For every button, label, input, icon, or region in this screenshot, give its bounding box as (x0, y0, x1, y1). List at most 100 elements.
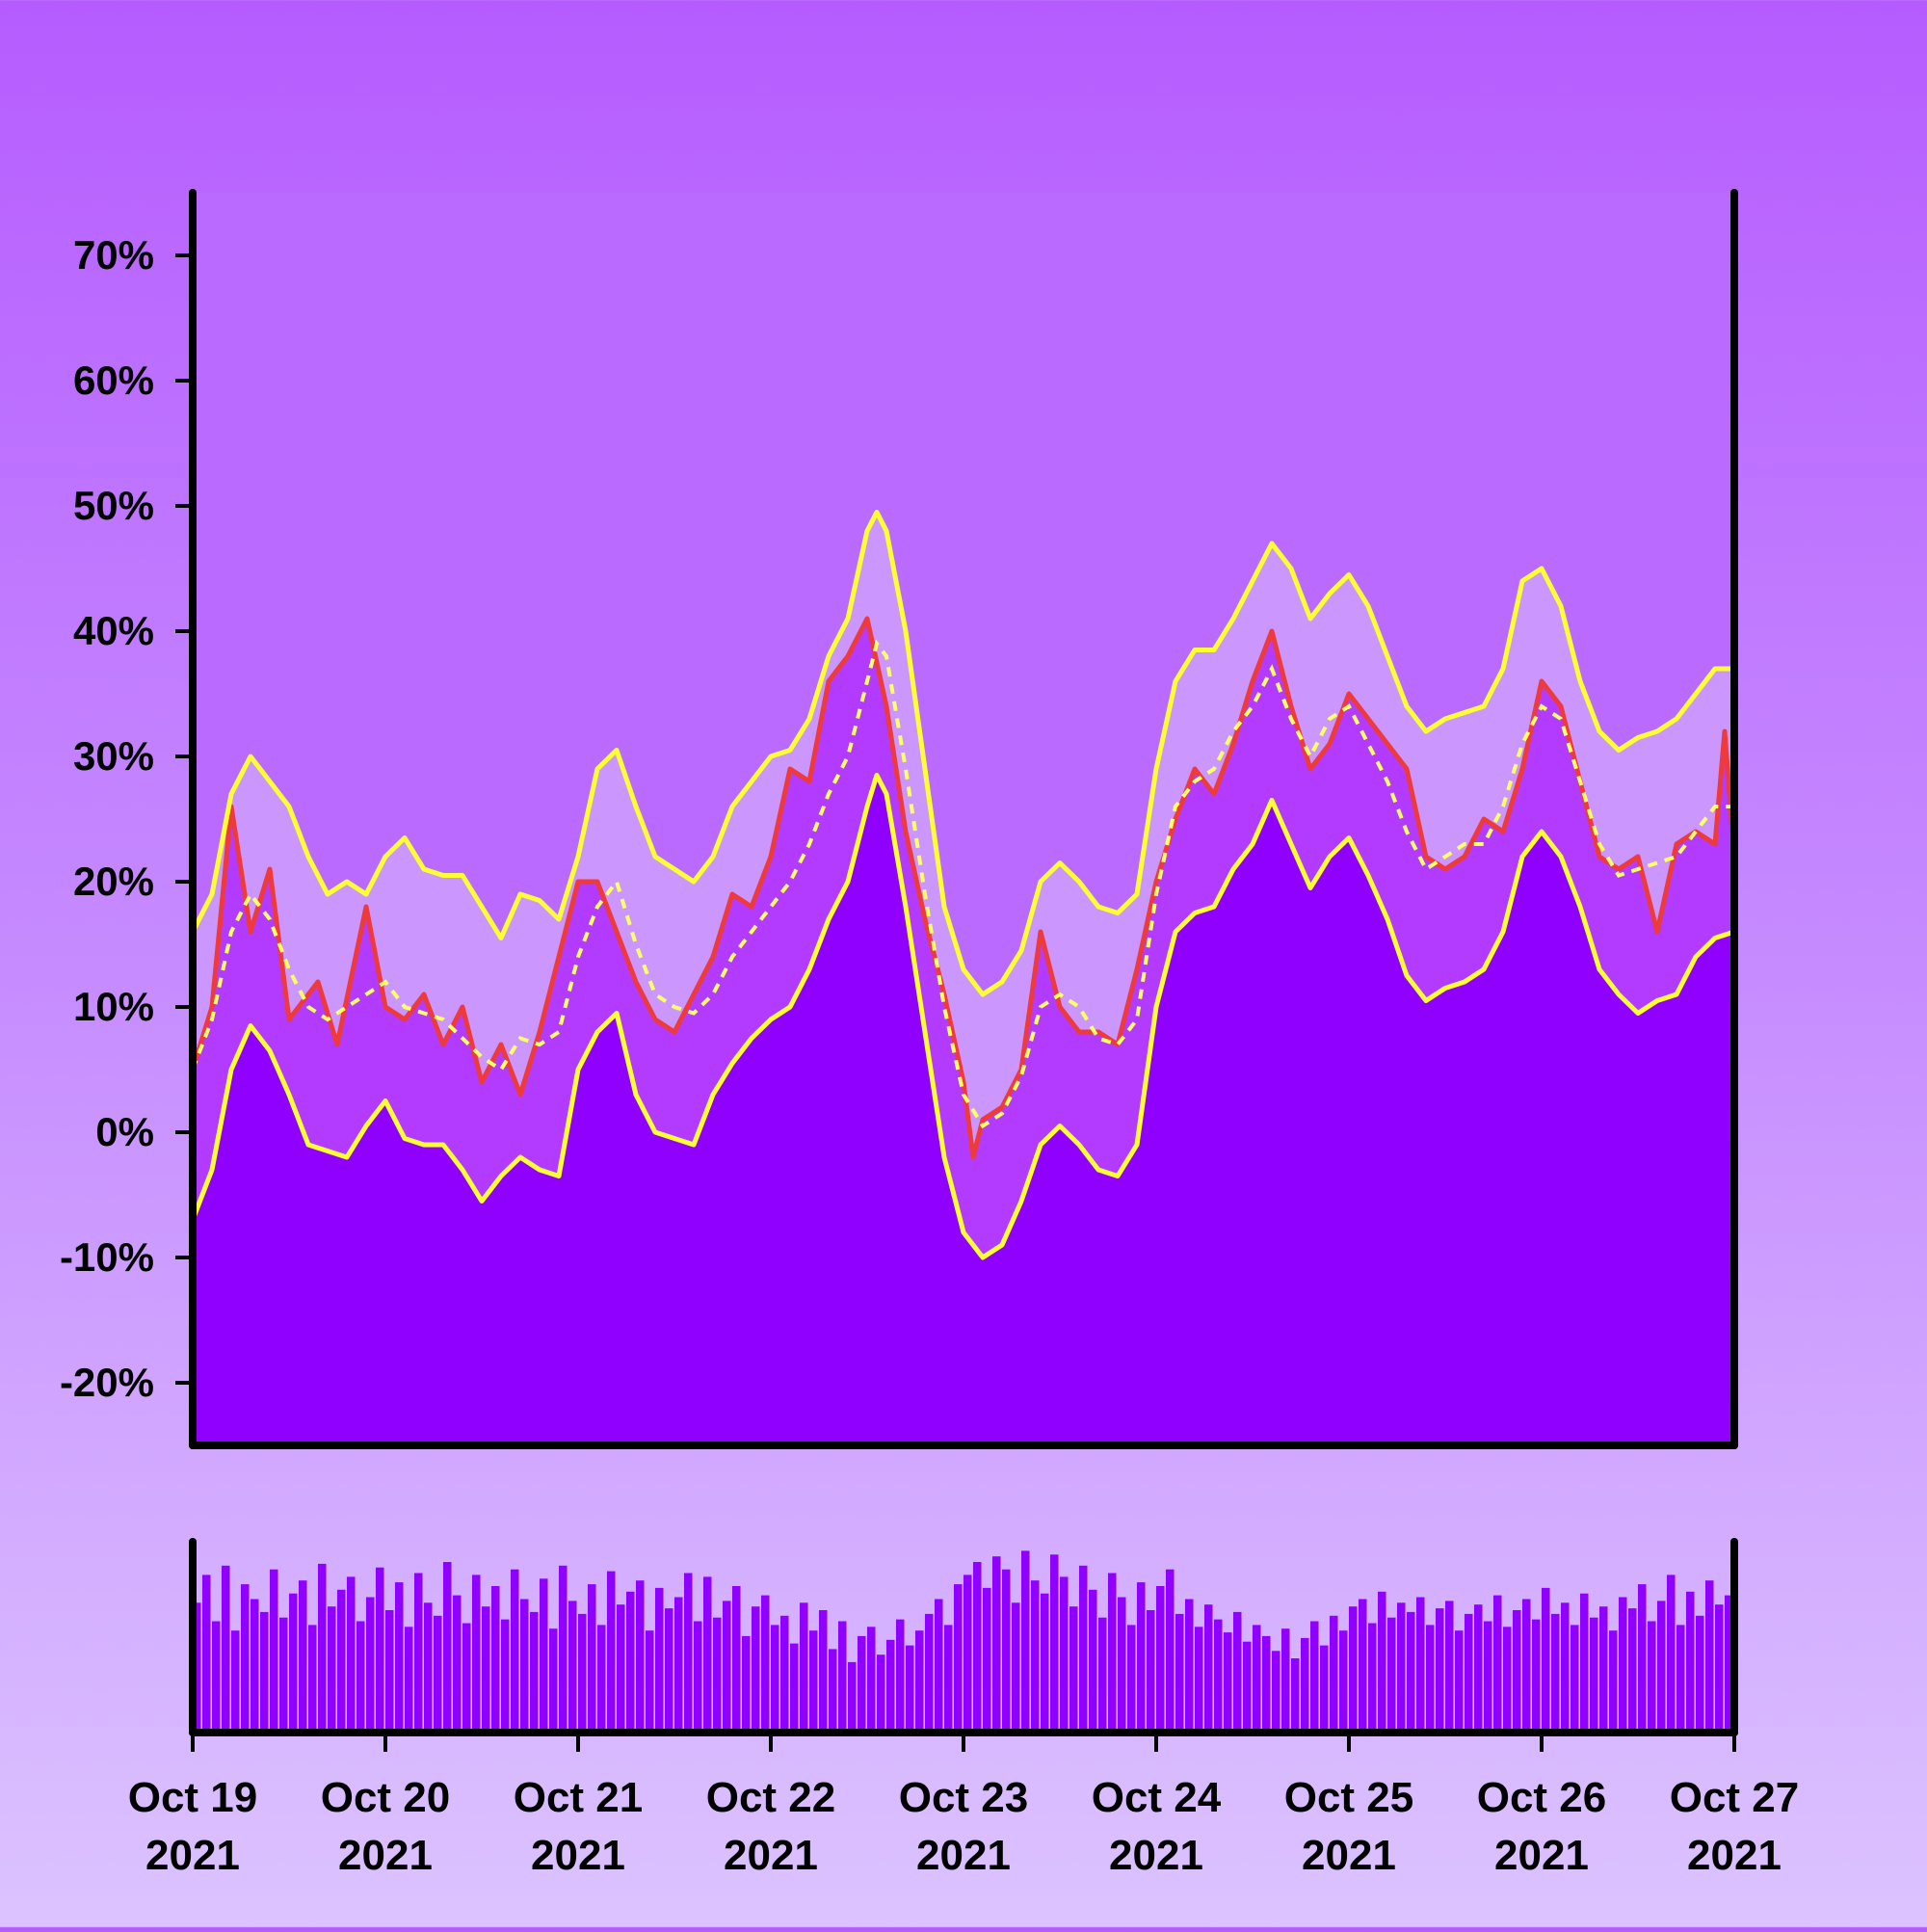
volume-bar (1050, 1554, 1059, 1733)
volume-bar (780, 1615, 789, 1733)
volume-bar (337, 1589, 346, 1733)
volume-bar (1571, 1625, 1579, 1733)
volume-bar (1725, 1595, 1733, 1733)
volume-bar (1021, 1550, 1030, 1733)
volume-bar (472, 1575, 481, 1733)
volume-bar (1281, 1628, 1290, 1733)
volume-bar (1648, 1621, 1656, 1733)
volume-bar (1667, 1575, 1676, 1733)
x-tick-label-year: 2021 (1494, 1832, 1589, 1879)
volume-bar (1503, 1627, 1512, 1733)
volume-bar (935, 1599, 943, 1733)
volume-bar (848, 1661, 857, 1733)
x-tick-label-date: Oct 27 (1670, 1774, 1800, 1821)
main-plot-area (193, 193, 1734, 1445)
volume-bar (1416, 1597, 1425, 1733)
volume-bar (1715, 1604, 1724, 1733)
volume-bar (1407, 1611, 1415, 1733)
x-tick-label-date: Oct 21 (514, 1774, 644, 1821)
volume-bar (723, 1601, 731, 1733)
volume-bar (896, 1619, 905, 1733)
volume-bar (1262, 1635, 1271, 1733)
volume-bar (1359, 1599, 1367, 1733)
volume-bar (540, 1578, 548, 1733)
volume-bar (202, 1575, 211, 1733)
x-tick-label-date: Oct 25 (1284, 1774, 1414, 1821)
volume-bar (289, 1593, 298, 1733)
volume-bar (241, 1584, 250, 1733)
y-tick-label: 0% (95, 1109, 154, 1154)
y-tick-label: 60% (73, 357, 154, 403)
volume-bar (1349, 1606, 1358, 1733)
axes (175, 189, 1738, 1752)
y-tick-label: 10% (73, 984, 154, 1029)
volume-bar (1175, 1613, 1184, 1733)
volume-bar (1166, 1569, 1175, 1733)
volume-bar (973, 1562, 982, 1733)
volume-bar (703, 1576, 712, 1733)
volume-bar (983, 1587, 991, 1733)
volume-bar (1561, 1602, 1570, 1733)
volume-bar (829, 1649, 837, 1733)
volume-bar (1493, 1595, 1502, 1733)
volume-bar (1686, 1591, 1695, 1733)
volume-bar (1387, 1617, 1396, 1733)
volume-bar (1580, 1593, 1589, 1733)
volume-bar (1272, 1651, 1280, 1733)
x-tick-label-year: 2021 (145, 1832, 240, 1879)
volume-bar (1513, 1610, 1521, 1733)
volume-bar (1233, 1611, 1242, 1733)
volume-bar (655, 1587, 664, 1733)
volume-bar (915, 1630, 924, 1733)
volume-bar (1455, 1630, 1464, 1733)
volume-bar (385, 1610, 394, 1733)
volume-bar (684, 1573, 693, 1733)
volume-bar (646, 1630, 654, 1733)
volume-bar (1127, 1625, 1136, 1733)
volume-bar (578, 1613, 587, 1733)
volume-bar (867, 1627, 876, 1733)
volume-bar (462, 1623, 471, 1733)
volume-bar (299, 1580, 307, 1733)
volume-bar (636, 1580, 645, 1733)
volume-bar (1137, 1582, 1146, 1733)
volume-bar (1031, 1580, 1040, 1733)
volume-bar (251, 1599, 259, 1733)
volume-bar (1609, 1630, 1618, 1733)
volume-bar (328, 1606, 336, 1733)
volume-bar (954, 1584, 963, 1733)
volume-bar (1339, 1630, 1348, 1733)
volume-bar (222, 1565, 230, 1733)
y-tick-label: 40% (73, 608, 154, 653)
volume-bar (1532, 1619, 1541, 1733)
volume-bar (694, 1621, 702, 1733)
price-line (193, 616, 1734, 1160)
volume-bar (1638, 1584, 1647, 1733)
volume-bar (1301, 1637, 1309, 1733)
moving-average-line (193, 639, 1734, 1129)
x-tick-label-year: 2021 (1687, 1832, 1782, 1879)
lower-band-line (193, 773, 1734, 1260)
volume-bar (809, 1630, 818, 1733)
volume-bar (665, 1608, 673, 1733)
volume-bar (318, 1563, 327, 1733)
volume-bar (992, 1556, 1001, 1733)
volume-bar (405, 1627, 413, 1733)
x-tick-label-date: Oct 20 (321, 1774, 451, 1821)
volume-bar (1147, 1610, 1155, 1733)
volume-bar (1619, 1597, 1627, 1733)
volume-bar (434, 1615, 442, 1733)
volume-bar (674, 1597, 683, 1733)
volume-bar (1426, 1625, 1435, 1733)
x-tick-label-year: 2021 (1302, 1832, 1396, 1879)
volume-bar (530, 1611, 539, 1733)
y-tick-label: 70% (73, 232, 154, 278)
volume-bar (395, 1582, 404, 1733)
y-tick-label: -10% (60, 1234, 154, 1280)
volume-bar (858, 1635, 866, 1733)
volume-bar (1676, 1625, 1685, 1733)
volume-bar (1060, 1576, 1069, 1733)
volume-bar (1657, 1601, 1666, 1733)
volume-bar (713, 1617, 722, 1733)
